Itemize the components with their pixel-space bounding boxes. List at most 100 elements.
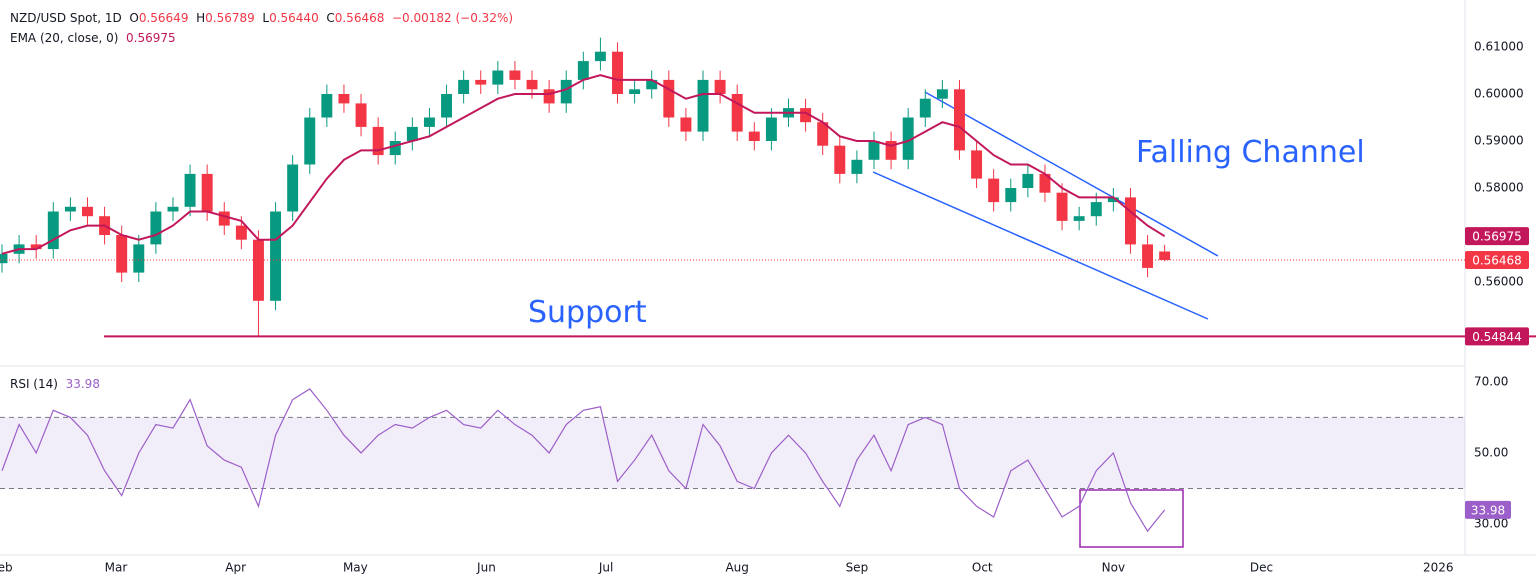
candle-body	[612, 51, 623, 94]
candle-body	[902, 117, 914, 160]
candle-body	[851, 159, 863, 174]
price-badge-label: 0.56468	[1472, 254, 1522, 268]
y-tick-label: 0.58000	[1474, 180, 1524, 194]
candle-body	[406, 126, 418, 141]
candle-body	[1124, 197, 1136, 245]
candle-body	[731, 93, 743, 132]
rsi-band	[0, 417, 1465, 489]
candle-body	[748, 131, 760, 141]
ema-name: EMA (20, close, 0)	[10, 31, 119, 45]
x-tick-label: 2026	[1423, 561, 1454, 575]
candle-body	[1090, 202, 1102, 217]
candle-body	[47, 211, 59, 250]
candle-body	[423, 117, 435, 127]
channel-lower	[872, 171, 1209, 320]
candle-body	[577, 61, 589, 80]
candle-body	[1107, 197, 1119, 203]
candle-body	[697, 79, 709, 132]
x-tick-label: Nov	[1102, 561, 1125, 575]
candle-body	[64, 206, 76, 212]
ohlc-value: 0.56440	[269, 11, 319, 25]
y-tick-label: 0.56000	[1474, 274, 1524, 288]
candle-body	[988, 178, 1000, 203]
candle-body	[30, 244, 42, 250]
ema-line	[1, 74, 1166, 255]
candle-body	[372, 126, 384, 156]
change: −0.00182 (−0.32%)	[392, 11, 514, 25]
candle-body	[304, 117, 316, 165]
rsi-legend: RSI (14) 33.98	[10, 377, 100, 391]
ema-value: 0.56975	[126, 31, 176, 45]
x-tick-label: Sep	[846, 561, 869, 575]
candle-body	[167, 206, 179, 212]
symbol: NZD/USD Spot, 1D	[10, 11, 122, 25]
candle-body	[954, 89, 965, 151]
candle-body	[919, 98, 931, 118]
candle-body	[116, 234, 128, 273]
support-label: Support	[528, 295, 647, 330]
y-tick-label: 0.61000	[1474, 39, 1524, 53]
candle-body	[526, 79, 538, 90]
rsi-line	[1, 388, 1166, 533]
ohlc-label: L	[262, 11, 270, 25]
candle-body	[543, 89, 555, 104]
candle-body	[1142, 244, 1154, 268]
candle-body	[150, 211, 162, 245]
candle-body	[765, 117, 777, 141]
candle-body	[133, 244, 145, 273]
candle-body	[458, 79, 470, 94]
channel-upper	[924, 91, 1219, 257]
candle-body	[646, 79, 658, 90]
candle-body	[0, 253, 8, 264]
x-tick-label: Mar	[105, 561, 128, 575]
candle-body	[82, 206, 93, 217]
candle-body	[475, 79, 487, 85]
ohlc-value: 0.56468	[334, 11, 385, 25]
ema-legend: EMA (20, close, 0) 0.56975	[10, 31, 176, 45]
ohlc-value: 0.56789	[205, 11, 255, 25]
candle-body	[1073, 216, 1085, 221]
candle-body	[252, 239, 264, 301]
candle-body	[971, 150, 983, 179]
x-tick-label: Dec	[1250, 561, 1273, 575]
rsi-highlight-box	[1079, 489, 1184, 548]
y-tick-label: 0.59000	[1474, 133, 1524, 147]
candle-body	[389, 140, 401, 156]
rsi-badge	[1465, 500, 1511, 519]
candle-body	[714, 79, 726, 94]
candle-body	[235, 225, 247, 240]
candle-body	[287, 164, 299, 212]
rsi-value: 33.98	[65, 377, 100, 391]
price-badge	[1465, 251, 1529, 270]
x-tick-label: Jul	[598, 561, 613, 575]
candle-body	[441, 93, 453, 118]
x-tick-label: Oct	[972, 561, 993, 575]
candle-body	[834, 145, 846, 174]
x-tick-label: Feb	[0, 561, 13, 575]
x-tick-label: Aug	[725, 561, 748, 575]
candle-body	[594, 51, 606, 62]
candle-body	[800, 108, 812, 123]
candle-body	[1005, 187, 1017, 203]
candle-body	[355, 103, 367, 127]
candle-body	[868, 140, 880, 160]
annotation: Falling Channel	[1136, 135, 1365, 170]
candle-body	[663, 79, 675, 118]
candle-body	[817, 122, 829, 146]
x-tick-label: Jun	[476, 561, 496, 575]
candle-body	[680, 117, 692, 132]
candle-body	[560, 79, 572, 104]
price-badge-label: 0.56975	[1472, 230, 1522, 244]
ohlc-label: O	[129, 11, 139, 25]
price-badge	[1465, 227, 1529, 246]
candle-body	[270, 211, 282, 301]
candle-body	[201, 173, 213, 212]
price-badge-label: 0.54844	[1472, 330, 1522, 344]
y-tick-label: 0.60000	[1474, 86, 1524, 100]
candle-body	[936, 89, 948, 99]
candle-body	[338, 93, 350, 104]
ohlc-value: 0.56649	[138, 11, 189, 25]
candle-body	[492, 70, 504, 85]
